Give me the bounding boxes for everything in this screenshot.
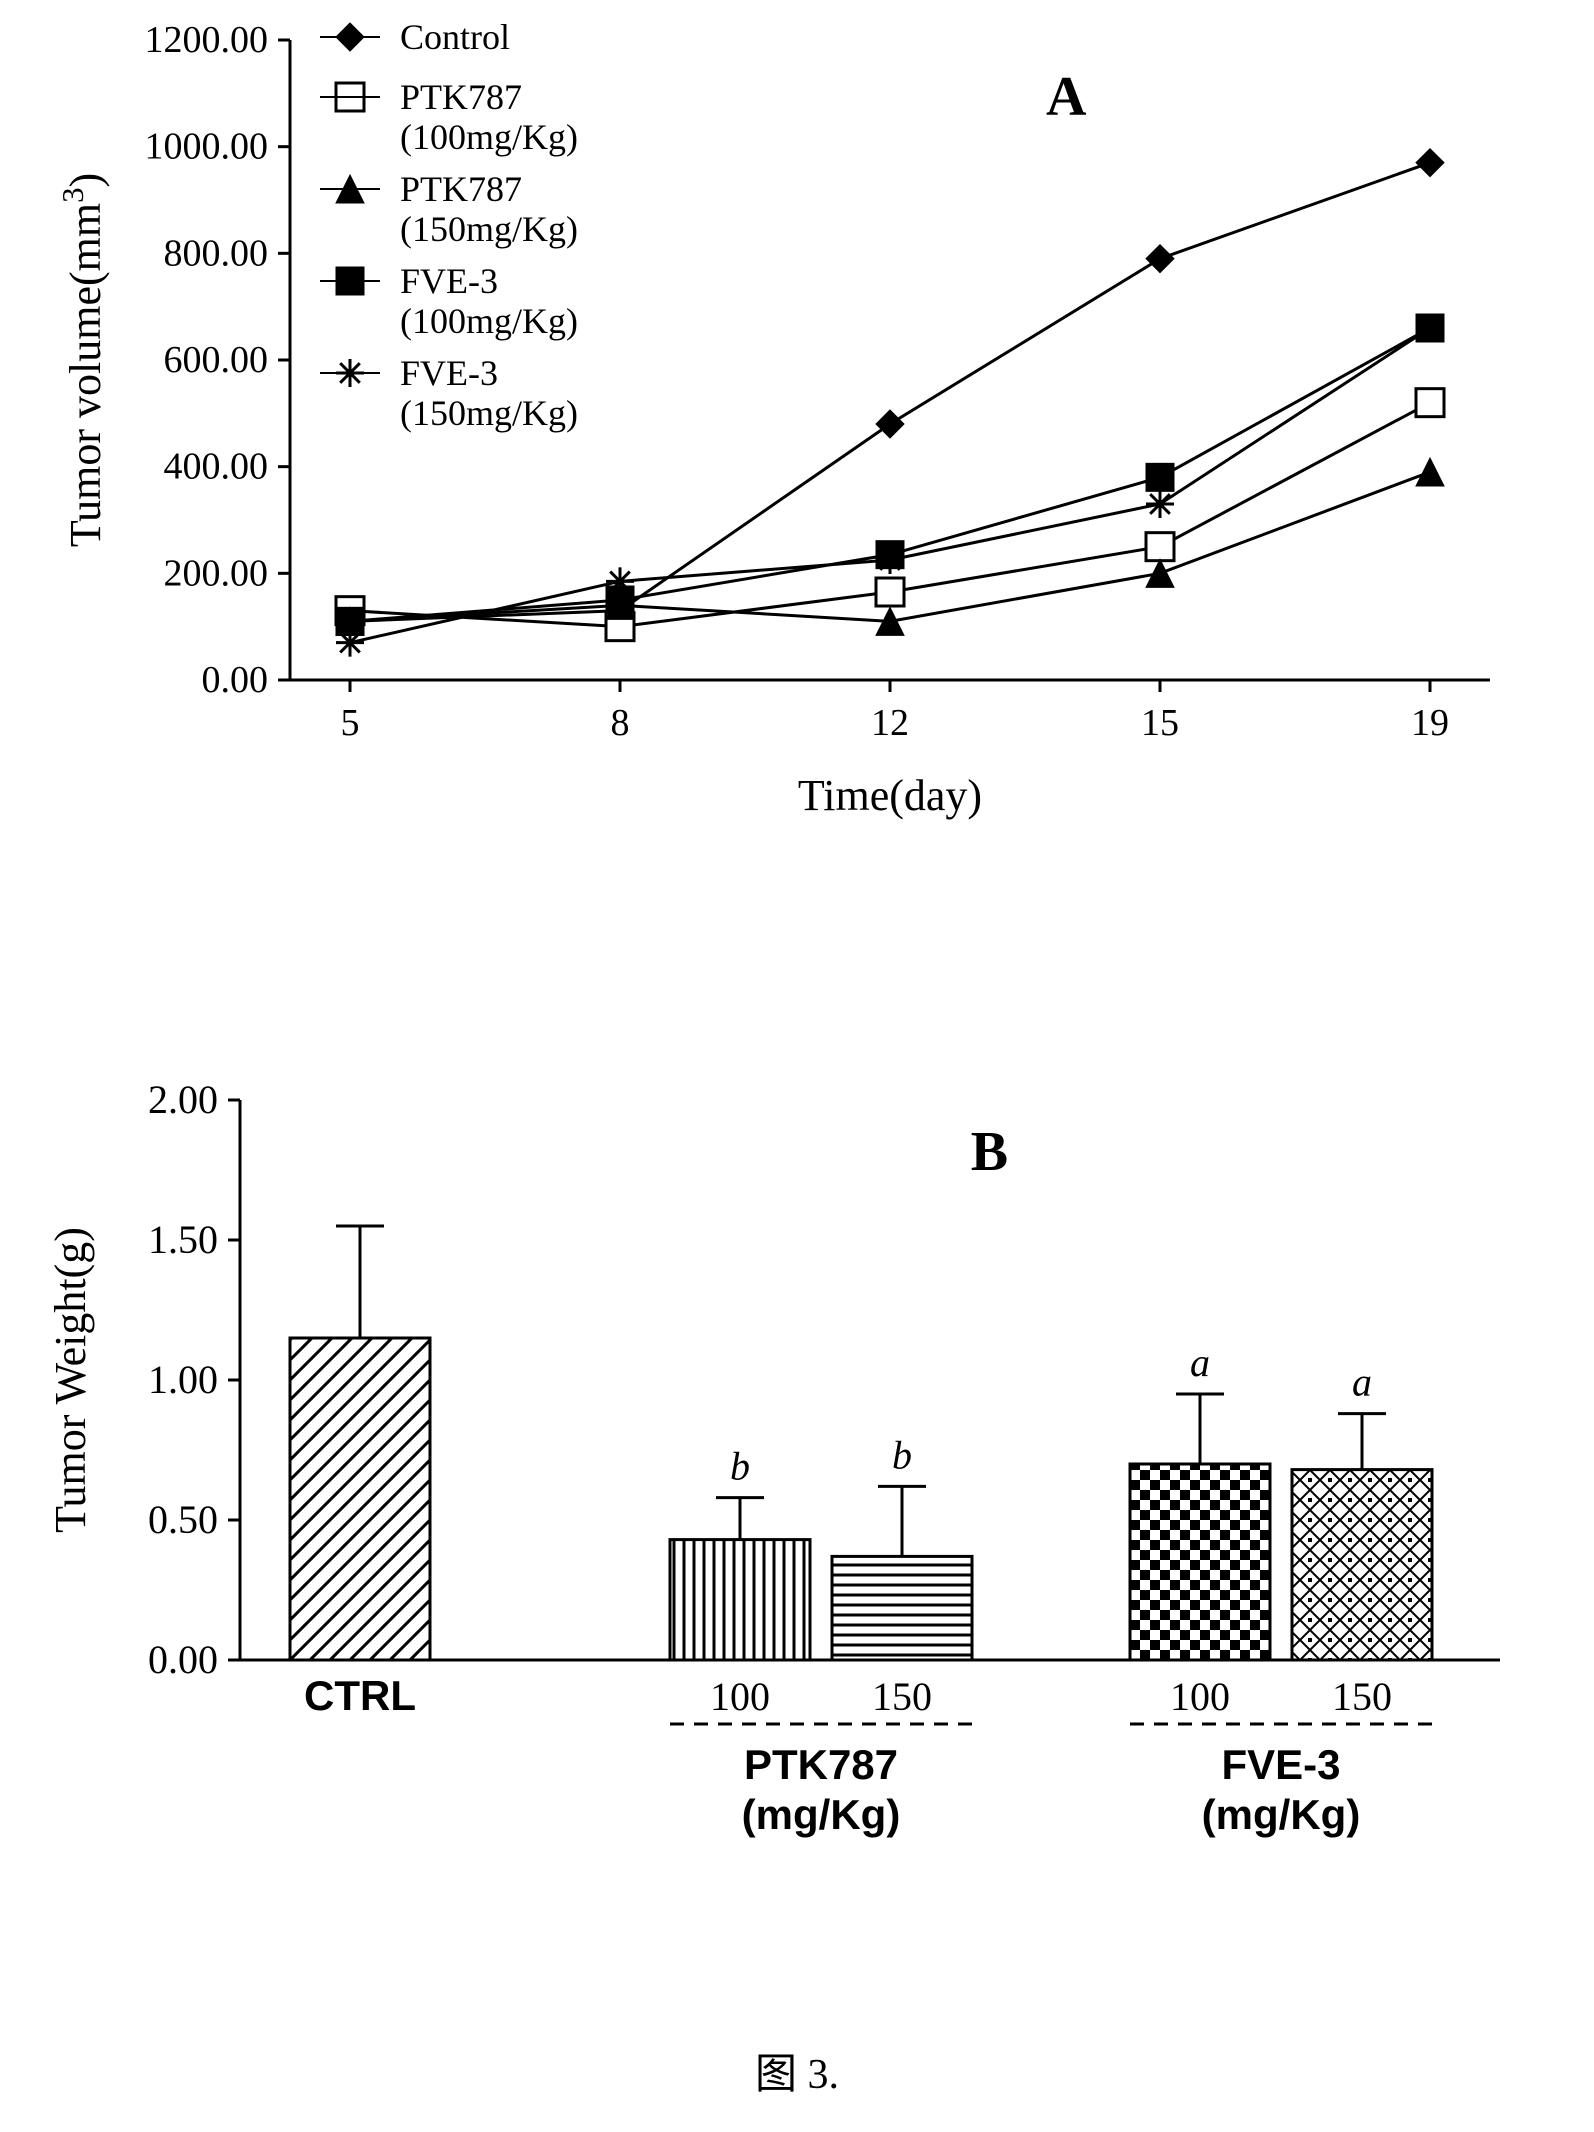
svg-text:b: b — [892, 1432, 912, 1477]
svg-text:a: a — [1190, 1340, 1210, 1385]
svg-text:B: B — [971, 1121, 1008, 1183]
svg-text:Tumor volume(mm3): Tumor volume(mm3) — [56, 173, 110, 547]
svg-text:PTK787: PTK787 — [744, 1741, 898, 1788]
svg-text:(mg/Kg): (mg/Kg) — [1202, 1791, 1361, 1838]
svg-text:(100mg/Kg): (100mg/Kg) — [400, 301, 578, 341]
svg-text:100: 100 — [710, 1674, 770, 1719]
svg-text:200.00: 200.00 — [164, 552, 269, 594]
svg-text:0.00: 0.00 — [202, 659, 269, 701]
svg-text:800.00: 800.00 — [164, 232, 269, 274]
svg-text:600.00: 600.00 — [164, 339, 269, 381]
svg-text:150: 150 — [872, 1674, 932, 1719]
figure-page: 0.00200.00400.00600.00800.001000.001200.… — [0, 0, 1594, 2132]
svg-text:Control: Control — [400, 17, 510, 57]
svg-text:150: 150 — [1332, 1674, 1392, 1719]
svg-text:5: 5 — [341, 702, 360, 744]
figure-caption: 图 3. — [0, 2040, 1594, 2101]
svg-text:(150mg/Kg): (150mg/Kg) — [400, 209, 578, 249]
svg-text:FVE-3: FVE-3 — [400, 353, 498, 393]
panel-a: 0.00 200.00 400.00 600.00 800.00 1000.00 1200.… — [40, 0, 1550, 920]
panel-b-svg: 0.00 0.50 1.00 1.50 2.00 Tumor Weight(g) Bb b a a… — [40, 1070, 1550, 1970]
svg-text:0.50: 0.50 — [148, 1497, 218, 1542]
svg-text:A: A — [1046, 66, 1087, 128]
svg-text:8: 8 — [611, 702, 630, 744]
svg-text:(mg/Kg): (mg/Kg) — [742, 1791, 901, 1838]
svg-text:1.00: 1.00 — [148, 1357, 218, 1402]
svg-text:100: 100 — [1170, 1674, 1230, 1719]
svg-text:1.50: 1.50 — [148, 1217, 218, 1262]
panel-a-svg: 0.00 200.00 400.00 600.00 800.00 1000.00 1200.… — [40, 0, 1550, 920]
svg-text:12: 12 — [871, 702, 909, 744]
svg-text:PTK787: PTK787 — [400, 77, 522, 117]
svg-text:(150mg/Kg): (150mg/Kg) — [400, 393, 578, 433]
svg-text:(100mg/Kg): (100mg/Kg) — [400, 117, 578, 157]
svg-text:400.00: 400.00 — [164, 446, 269, 488]
svg-text:2.00: 2.00 — [148, 1077, 218, 1122]
svg-text:FVE-3: FVE-3 — [1221, 1741, 1340, 1788]
svg-text:CTRL: CTRL — [304, 1672, 416, 1719]
svg-text:0.00: 0.00 — [148, 1637, 218, 1682]
svg-text:1200.00: 1200.00 — [145, 19, 269, 61]
svg-text:19: 19 — [1411, 702, 1449, 744]
svg-text:FVE-3: FVE-3 — [400, 261, 498, 301]
svg-text:15: 15 — [1141, 702, 1179, 744]
svg-text:1000.00: 1000.00 — [145, 126, 269, 168]
svg-text:Time(day): Time(day) — [798, 771, 982, 820]
panel-b: 0.00 0.50 1.00 1.50 2.00 Tumor Weight(g) Bb b a a… — [40, 1070, 1550, 1970]
svg-text:a: a — [1352, 1360, 1372, 1405]
svg-text:b: b — [730, 1444, 750, 1489]
svg-text:Tumor Weight(g): Tumor Weight(g) — [46, 1227, 95, 1533]
svg-text:PTK787: PTK787 — [400, 169, 522, 209]
